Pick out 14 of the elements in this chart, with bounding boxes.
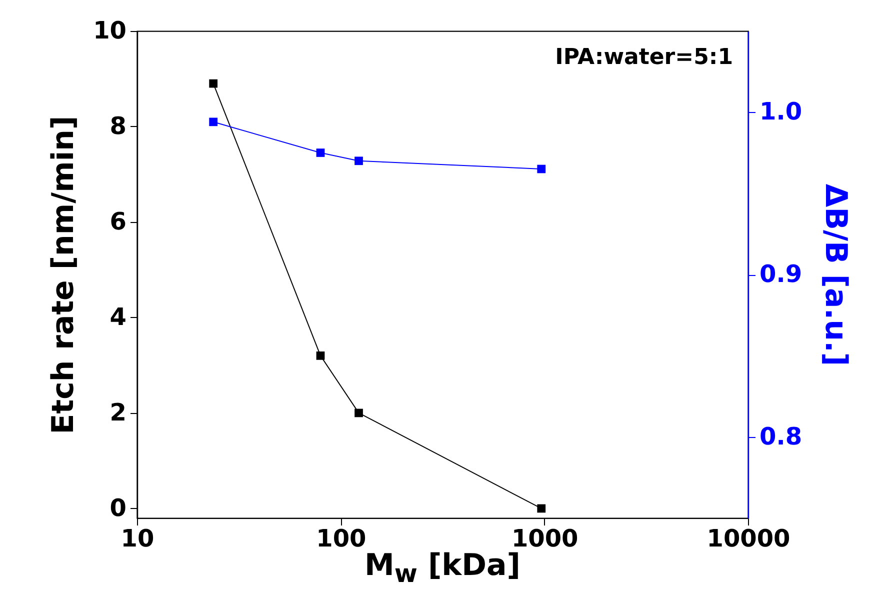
x-tick-label: 10000 [706, 524, 790, 552]
y2-tick-label: 0.8 [760, 422, 802, 450]
y-tick-label: 4 [110, 302, 126, 331]
y-tick-label: 10 [93, 16, 126, 44]
y-axis-title: Etch rate [nm/min] [46, 116, 82, 434]
y2-tick-label: 0.9 [760, 260, 802, 288]
y-tick-label: 0 [110, 494, 126, 522]
annotation: IPA:water=5:1 [555, 45, 733, 70]
x-tick-label: 100 [316, 524, 366, 552]
y-tick-label: 8 [110, 112, 126, 140]
y2-axis-title: ΔB/B [a.u.] [818, 184, 854, 366]
y-tick-label: 6 [110, 207, 126, 236]
y-tick-label: 2 [110, 398, 126, 426]
y2-tick-label: 1.0 [760, 98, 802, 126]
